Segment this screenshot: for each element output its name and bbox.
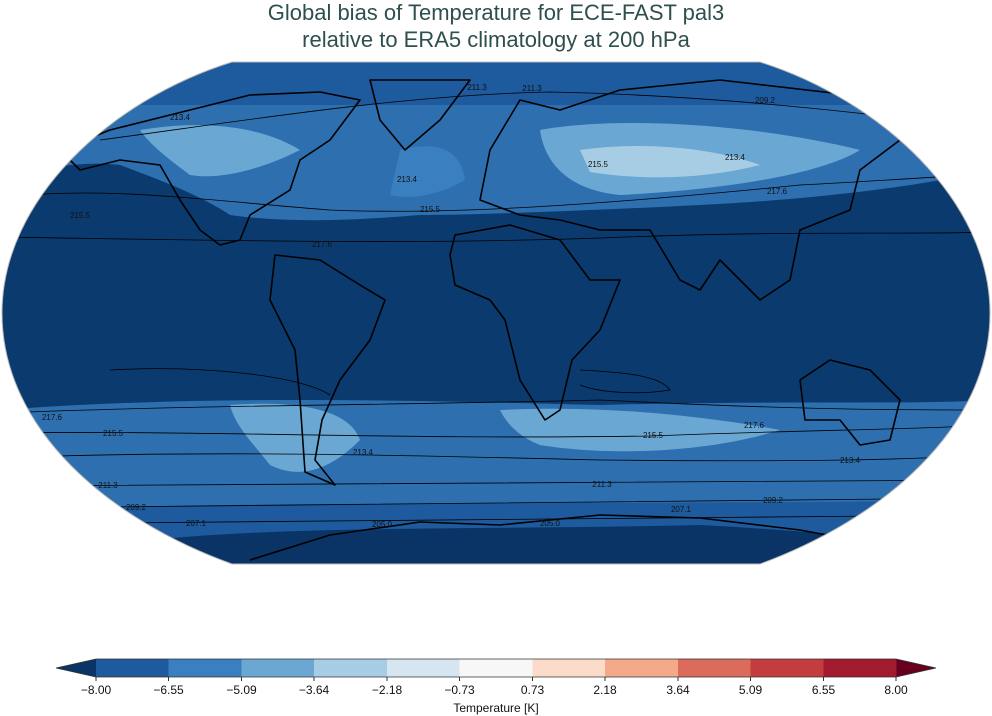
contour-label: 207.1 <box>186 519 207 528</box>
contour-label: 215.5 <box>70 211 91 220</box>
colorbar-segment <box>605 659 679 677</box>
colorbar-tick-label: 0.73 <box>521 683 545 697</box>
contour-label: 217.6 <box>312 240 333 249</box>
contour-label: 207.1 <box>671 505 692 514</box>
contour-label: 213.4 <box>840 456 861 465</box>
contour-label: 213.4 <box>353 448 374 457</box>
map-border <box>1 61 991 565</box>
contour-label: 211.3 <box>98 481 118 490</box>
colorbar-segment <box>459 659 533 677</box>
contour-label: 213.4 <box>397 175 418 184</box>
contour-label: 215.5 <box>643 431 664 440</box>
colorbar-tick-label: −5.09 <box>226 683 257 697</box>
colorbar-segment <box>168 659 242 677</box>
colorbar-extension <box>896 659 936 677</box>
colorbar: −8.00 −6.55 −5.09 −3.64 −2.18 −0.73 0.73 2.18 3.… <box>55 658 937 715</box>
contour-label: 217.6 <box>42 413 63 422</box>
colorbar-tick-label: 8.00 <box>884 683 908 697</box>
colorbar-tick-label: 6.55 <box>812 683 836 697</box>
contour-label: 205.0 <box>540 519 561 528</box>
colorbar-segment <box>750 659 824 677</box>
colorbar-segment <box>678 659 751 677</box>
contour-label: 217.6 <box>767 187 788 196</box>
colorbar-tick-label: 2.18 <box>593 683 617 697</box>
contour-labels: 211.3 211.3 209.2 213.4 213.4 215.5 215.5 213.4… <box>42 83 861 529</box>
colorbar-segment <box>387 659 460 677</box>
colorbar-tick-label: −0.73 <box>444 683 475 697</box>
map <box>2 62 990 564</box>
colorbar-segment <box>314 659 388 677</box>
contour-label: 213.4 <box>725 153 746 162</box>
contour-label: 211.3 <box>522 84 542 93</box>
colorbar-segment <box>532 659 606 677</box>
contour-label: 209.2 <box>126 503 147 512</box>
colorbar-extension <box>56 659 96 677</box>
colorbar-tick-label: −3.64 <box>299 683 330 697</box>
contour-label: 213.4 <box>170 113 191 122</box>
contour-label: 211.3 <box>467 83 487 92</box>
contour-label: 215.5 <box>420 205 441 214</box>
title: relative to ERA5 climatology at 200 hPa <box>302 27 690 52</box>
contour-label: 215.5 <box>103 429 124 438</box>
contour-label: 209.2 <box>755 96 776 105</box>
colorbar-tick-label: 5.09 <box>739 683 763 697</box>
contour-label: 209.2 <box>763 496 784 505</box>
colorbar-tick-label: 3.64 <box>666 683 690 697</box>
colorbar-segment <box>241 659 315 677</box>
colorbar-tick-label: −8.00 <box>81 683 112 697</box>
contour-label: 205.0 <box>372 520 393 529</box>
colorbar-tick-label: −2.18 <box>372 683 403 697</box>
colorbar-label: Temperature [K] <box>453 701 538 715</box>
colorbar-segment <box>96 659 169 677</box>
contour-label: 211.3 <box>592 480 612 489</box>
contour-label: 215.5 <box>588 160 609 169</box>
title: Global bias of Temperature for ECE-FAST … <box>268 0 725 25</box>
contour-label: 217.6 <box>744 421 765 430</box>
colorbar-segment <box>823 659 897 677</box>
colorbar-tick-label: −6.55 <box>153 683 184 697</box>
coastlines <box>59 79 941 564</box>
